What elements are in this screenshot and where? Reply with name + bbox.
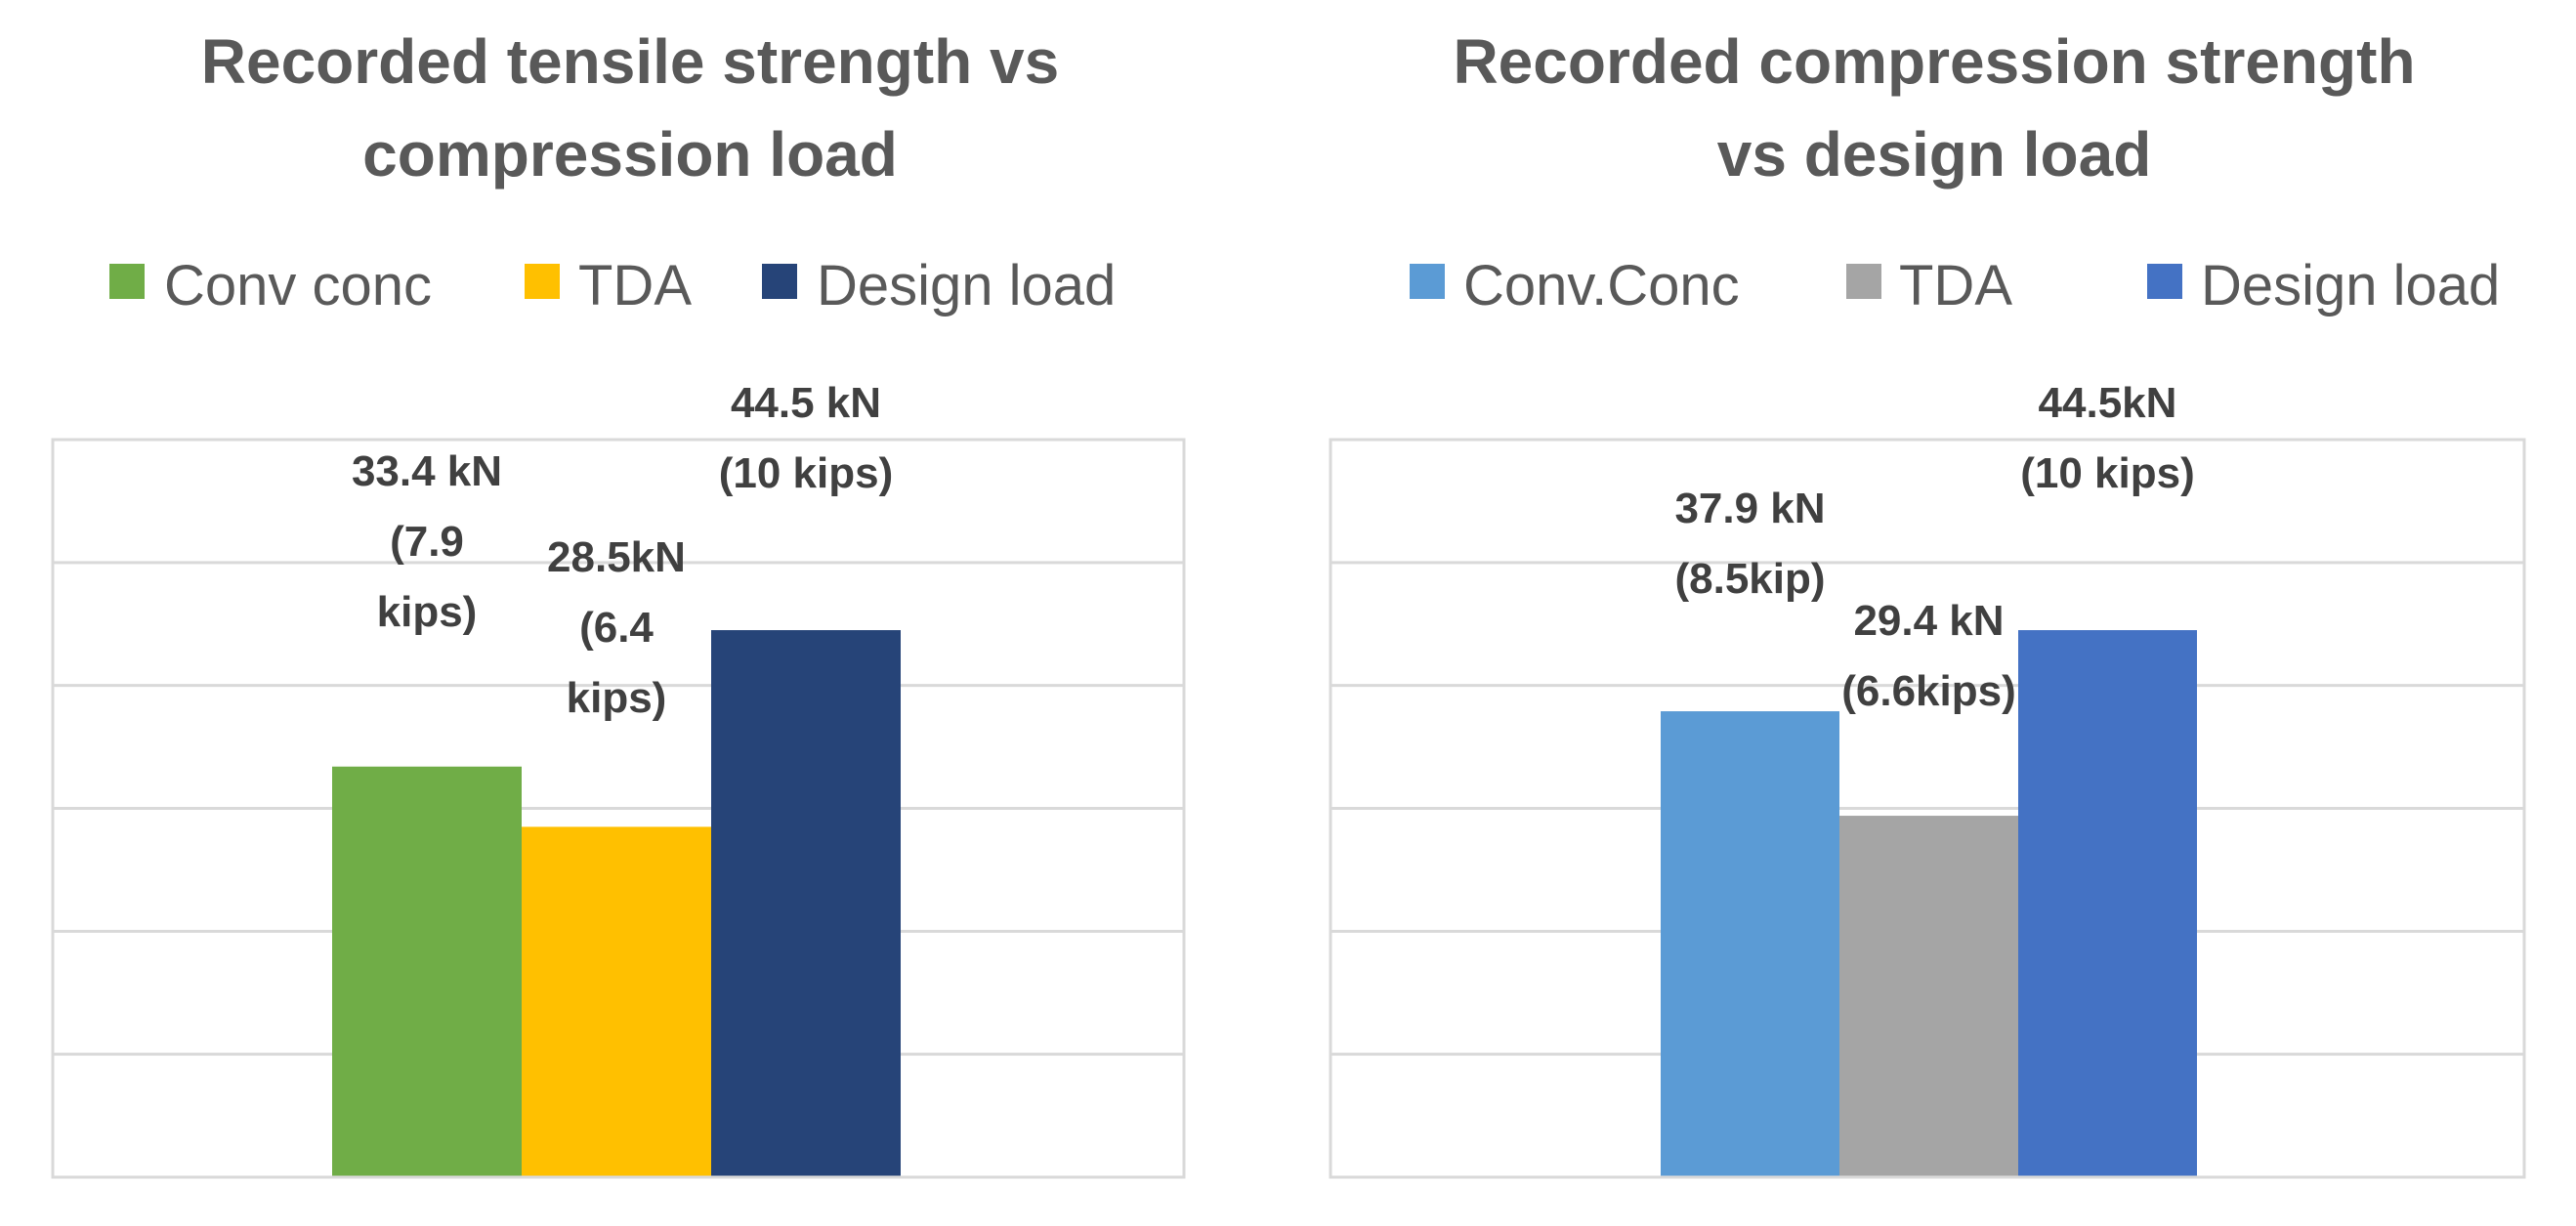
data-label-line: kips) <box>567 674 667 722</box>
data-label: 33.4 kN (7.9 kips) <box>352 447 502 636</box>
legend-label: Conv conc <box>164 254 432 317</box>
legend-label: TDA <box>578 254 692 317</box>
data-label-line: 33.4 kN <box>352 447 502 495</box>
bar <box>711 630 901 1177</box>
data-label-line: (6.4 <box>579 604 654 652</box>
chart-legend: Conv conc TDA Design load <box>109 254 1116 317</box>
data-label-line: 29.4 kN <box>1853 597 2004 645</box>
data-label: 37.9 kN (8.5kip) <box>1674 485 1825 603</box>
data-label: 44.5kN (10 kips) <box>2020 379 2195 497</box>
data-labels: 33.4 kN (7.9 kips) 28.5kN (6.4 kips) 44.5 kN (1… <box>352 379 893 722</box>
legend-swatch <box>109 264 145 299</box>
chart-title: Recorded compression strength vs design l… <box>1453 26 2415 190</box>
legend-swatch <box>762 264 797 299</box>
legend-item: Design load <box>762 254 1116 317</box>
chart-legend: Conv.Conc TDA Design load <box>1410 254 2500 317</box>
chart-title-line: vs design load <box>1717 119 2152 190</box>
data-label: 28.5kN (6.4 kips) <box>547 533 686 722</box>
plot-area-border <box>51 438 1186 1179</box>
legend-label: TDA <box>1899 254 2012 317</box>
chart-tensile-vs-compression: Recorded tensile strength vs compression … <box>0 0 1260 1226</box>
data-label-line: (6.6kips) <box>1841 667 2016 715</box>
legend-label: Conv.Conc <box>1463 254 1740 317</box>
chart-title-line: Recorded compression strength <box>1453 26 2415 97</box>
bar <box>1839 816 2018 1177</box>
legend-swatch <box>525 264 560 299</box>
data-label-line: 28.5kN <box>547 533 686 581</box>
data-label: 29.4 kN (6.6kips) <box>1841 597 2016 715</box>
data-label-line: (10 kips) <box>2020 449 2195 497</box>
legend-label: Design load <box>817 254 1116 317</box>
legend-swatch <box>1846 264 1881 299</box>
chart-title: Recorded tensile strength vs compression … <box>201 26 1059 190</box>
legend-item: Conv conc <box>109 254 432 317</box>
legend-item: TDA <box>525 254 692 317</box>
legend-label: Design load <box>2201 254 2500 317</box>
bar <box>522 826 711 1177</box>
legend-swatch <box>2147 264 2182 299</box>
data-label: 44.5 kN (10 kips) <box>719 379 894 497</box>
data-label-line: kips) <box>377 588 478 636</box>
bars <box>332 630 901 1177</box>
bar <box>2018 630 2197 1177</box>
legend-item: TDA <box>1846 254 2012 317</box>
data-label-line: (7.9 <box>390 518 464 566</box>
chart-title-line: compression load <box>362 119 898 190</box>
data-label-line: (10 kips) <box>719 449 894 497</box>
bar <box>1661 711 1839 1177</box>
data-label-line: 37.9 kN <box>1674 485 1825 532</box>
legend-item: Design load <box>2147 254 2500 317</box>
bars <box>1661 630 2197 1177</box>
data-labels: 37.9 kN (8.5kip) 29.4 kN (6.6kips) 44.5kN (10… <box>1674 379 2194 715</box>
legend-item: Conv.Conc <box>1410 254 1740 317</box>
chart-compression-vs-design: Recorded compression strength vs design l… <box>1299 0 2569 1226</box>
chart-tensile-svg: Recorded tensile strength vs compression … <box>51 26 1186 1179</box>
data-label-line: (8.5kip) <box>1674 555 1825 603</box>
data-label-line: 44.5 kN <box>731 379 881 427</box>
bar <box>332 766 522 1177</box>
legend-swatch <box>1410 264 1445 299</box>
plot-area-border <box>1329 438 2526 1179</box>
chart-title-line: Recorded tensile strength vs <box>201 26 1059 97</box>
chart-compression-svg: Recorded compression strength vs design l… <box>1329 26 2526 1179</box>
data-label-line: 44.5kN <box>2039 379 2177 427</box>
